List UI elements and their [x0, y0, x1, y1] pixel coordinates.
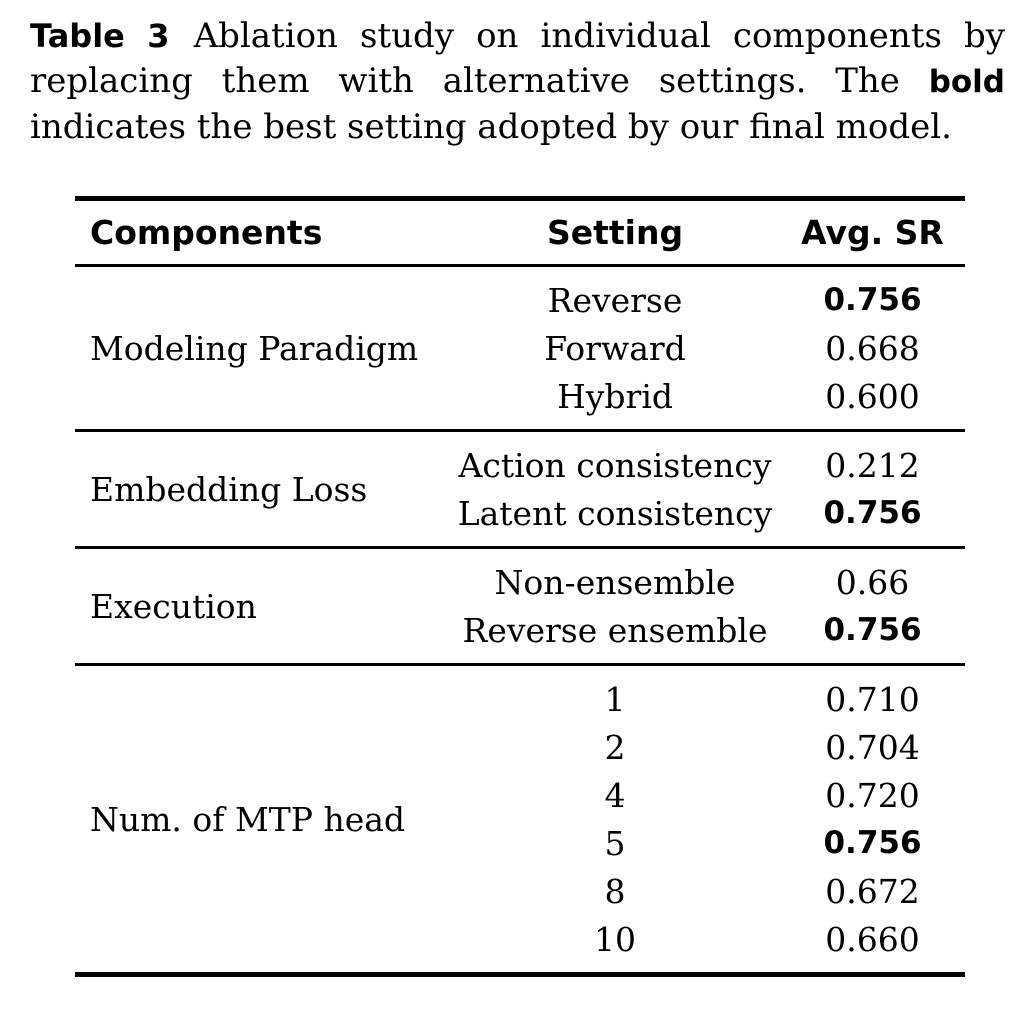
setting-cell: 2 — [604, 727, 626, 767]
section-modeling-paradigm: Modeling Paradigm Reverse Forward Hybrid… — [75, 267, 965, 432]
component-label: Modeling Paradigm — [90, 328, 419, 368]
ablation-table: Components Setting Avg. SR Modeling Para… — [75, 196, 965, 977]
setting-cell: Non-ensemble — [494, 562, 736, 602]
value-cell-best: 0.756 — [823, 281, 922, 318]
setting-column: Non-ensemble Reverse ensemble — [450, 558, 780, 654]
setting-cell: Hybrid — [557, 376, 673, 416]
value-cell-best: 0.756 — [823, 611, 922, 648]
setting-column: Action consistency Latent consistency — [450, 441, 780, 537]
value-cell: 0.660 — [825, 919, 920, 959]
setting-cell: Forward — [544, 328, 686, 368]
value-column: 0.756 0.668 0.600 — [780, 276, 965, 420]
section-embedding-loss: Embedding Loss Action consistency Latent… — [75, 432, 965, 549]
value-column: 0.710 0.704 0.720 0.756 0.672 0.660 — [780, 675, 965, 963]
table-caption-label: Table 3 — [30, 17, 170, 55]
value-cell: 0.672 — [825, 871, 920, 911]
value-cell: 0.704 — [825, 727, 920, 767]
setting-cell: Reverse — [547, 280, 683, 320]
value-cell-best: 0.756 — [823, 494, 922, 531]
component-label: Num. of MTP head — [90, 799, 406, 839]
component-label: Embedding Loss — [90, 469, 368, 509]
table-caption-text-end: indicates the best setting adopted by ou… — [30, 107, 952, 147]
value-cell: 0.212 — [825, 445, 920, 485]
page: { "caption": { "label": "Table 3", "text… — [0, 14, 1024, 1024]
value-cell: 0.600 — [825, 376, 920, 416]
value-cell: 0.668 — [825, 328, 920, 368]
table-caption: Table 3 Ablation study on individual comp… — [30, 14, 1005, 150]
setting-cell: Reverse ensemble — [462, 610, 768, 650]
section-execution: Execution Non-ensemble Reverse ensemble … — [75, 549, 965, 666]
value-cell: 0.66 — [835, 562, 910, 602]
setting-cell: 8 — [604, 871, 626, 911]
table-caption-bold-word: bold — [928, 64, 1005, 100]
table-caption-text: Ablation study on individual components … — [30, 16, 1005, 101]
setting-column: Reverse Forward Hybrid — [450, 276, 780, 420]
setting-cell: 10 — [594, 919, 636, 959]
setting-cell: 1 — [604, 679, 626, 719]
value-cell: 0.710 — [825, 679, 920, 719]
setting-column: 1 2 4 5 8 10 — [450, 675, 780, 963]
component-label: Execution — [90, 586, 257, 626]
value-column: 0.212 0.756 — [780, 441, 965, 537]
table-header-row: Components Setting Avg. SR — [75, 201, 965, 267]
column-header-setting: Setting — [546, 213, 684, 252]
section-num-mtp-head: Num. of MTP head 1 2 4 5 8 10 0.710 0.70… — [75, 666, 965, 972]
setting-cell: Latent consistency — [457, 493, 773, 533]
column-header-avg-sr: Avg. SR — [801, 213, 944, 252]
value-cell-best: 0.756 — [823, 824, 922, 861]
setting-cell: Action consistency — [458, 445, 772, 485]
setting-cell: 4 — [604, 775, 626, 815]
value-cell: 0.720 — [825, 775, 920, 815]
value-column: 0.66 0.756 — [780, 558, 965, 654]
column-header-components: Components — [90, 213, 323, 252]
setting-cell: 5 — [604, 823, 626, 863]
